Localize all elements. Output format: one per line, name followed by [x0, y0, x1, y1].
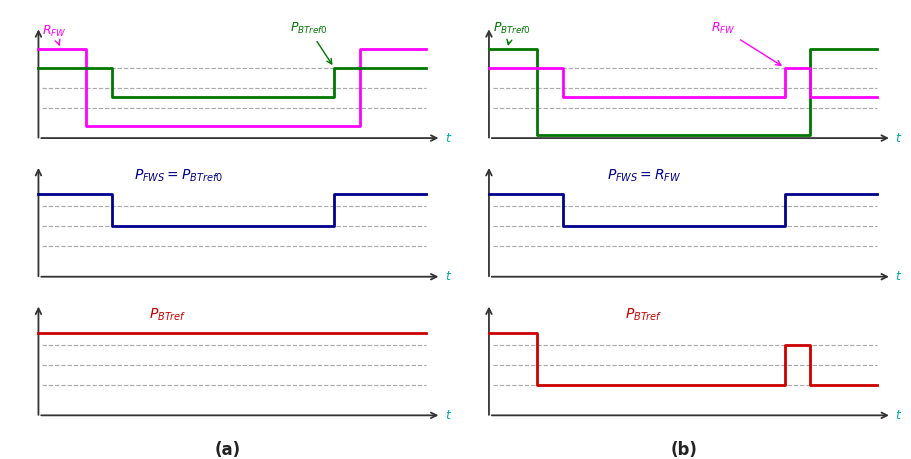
Text: $P_{BTref}$: $P_{BTref}$ — [625, 306, 662, 323]
Text: $t$: $t$ — [895, 132, 902, 145]
Text: $t$: $t$ — [445, 132, 452, 145]
Text: (a): (a) — [215, 441, 241, 459]
Text: $R_{FW}$: $R_{FW}$ — [42, 24, 67, 45]
Text: $t$: $t$ — [895, 270, 902, 283]
Text: $t$: $t$ — [445, 270, 452, 283]
Text: (b): (b) — [670, 441, 697, 459]
Text: $R_{FW}$: $R_{FW}$ — [710, 22, 780, 65]
Text: $t$: $t$ — [895, 409, 902, 422]
Text: $P_{BTref0}$: $P_{BTref0}$ — [290, 22, 332, 64]
Text: $P_{FWS} = R_{FW}$: $P_{FWS} = R_{FW}$ — [607, 168, 681, 184]
Text: $P_{BTref}$: $P_{BTref}$ — [148, 306, 187, 323]
Text: $P_{BTref0}$: $P_{BTref0}$ — [492, 22, 530, 45]
Text: $t$: $t$ — [445, 409, 452, 422]
Text: $P_{FWS} = P_{BTref0}$: $P_{FWS} = P_{BTref0}$ — [134, 168, 223, 184]
